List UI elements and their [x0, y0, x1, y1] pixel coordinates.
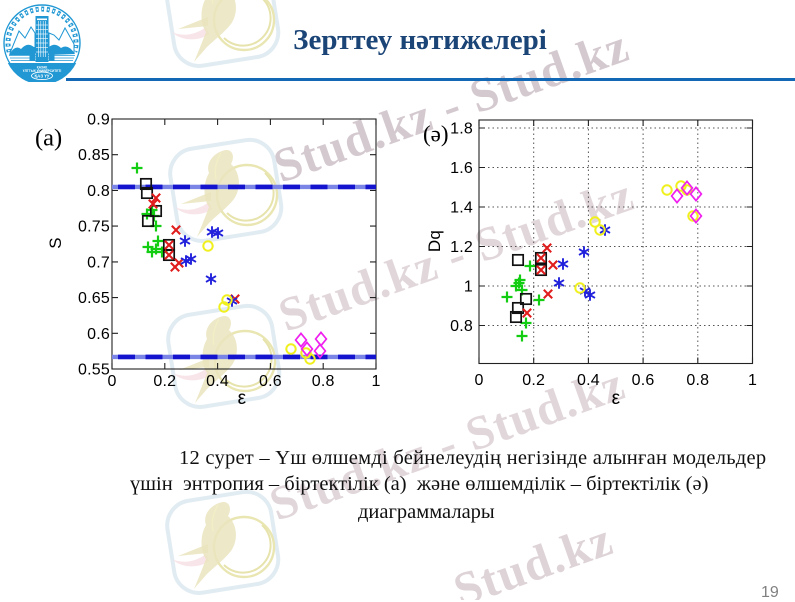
svg-text:ҚАЗ ҮУ: ҚАЗ ҮУ	[35, 73, 50, 78]
svg-text:ε: ε	[238, 388, 247, 409]
svg-text:1: 1	[464, 279, 473, 296]
svg-text:1.6: 1.6	[450, 160, 473, 177]
svg-text:0.85: 0.85	[78, 147, 110, 164]
svg-text:0: 0	[107, 373, 116, 390]
svg-text:ε: ε	[612, 388, 621, 409]
svg-text:0.55: 0.55	[78, 362, 110, 379]
svg-text:0.2: 0.2	[153, 373, 176, 390]
svg-text:0.8: 0.8	[312, 373, 335, 390]
svg-text:0.6: 0.6	[259, 373, 282, 390]
svg-text:0.8: 0.8	[87, 183, 110, 200]
svg-text:ҮЛТТЫҚ УНИВЕРСИТЕТІ: ҮЛТТЫҚ УНИВЕРСИТЕТІ	[23, 69, 62, 73]
svg-text:0.8: 0.8	[686, 372, 709, 389]
svg-text:0.65: 0.65	[78, 290, 110, 307]
svg-text:0: 0	[474, 372, 483, 389]
svg-text:0.4: 0.4	[577, 372, 600, 389]
svg-text:(a): (a)	[35, 125, 62, 152]
svg-text:1.2: 1.2	[450, 239, 473, 256]
svg-text:S: S	[46, 237, 65, 249]
svg-text:1: 1	[748, 372, 757, 389]
svg-text:1: 1	[371, 373, 380, 390]
svg-text:0.75: 0.75	[78, 219, 110, 236]
svg-text:0.9: 0.9	[87, 112, 110, 129]
svg-text:0.2: 0.2	[522, 372, 545, 389]
svg-text:Dq: Dq	[425, 230, 444, 252]
svg-text:ҚАЗАҚ: ҚАЗАҚ	[37, 66, 48, 70]
svg-text:1.4: 1.4	[450, 200, 473, 217]
svg-text:0.6: 0.6	[87, 326, 110, 343]
svg-text:0.7: 0.7	[87, 254, 110, 271]
svg-text:0.6: 0.6	[632, 372, 655, 389]
svg-text:0.4: 0.4	[206, 373, 229, 390]
svg-text:(ә): (ә)	[423, 122, 449, 147]
svg-text:0.8: 0.8	[450, 318, 473, 335]
svg-text:1.8: 1.8	[450, 121, 473, 138]
